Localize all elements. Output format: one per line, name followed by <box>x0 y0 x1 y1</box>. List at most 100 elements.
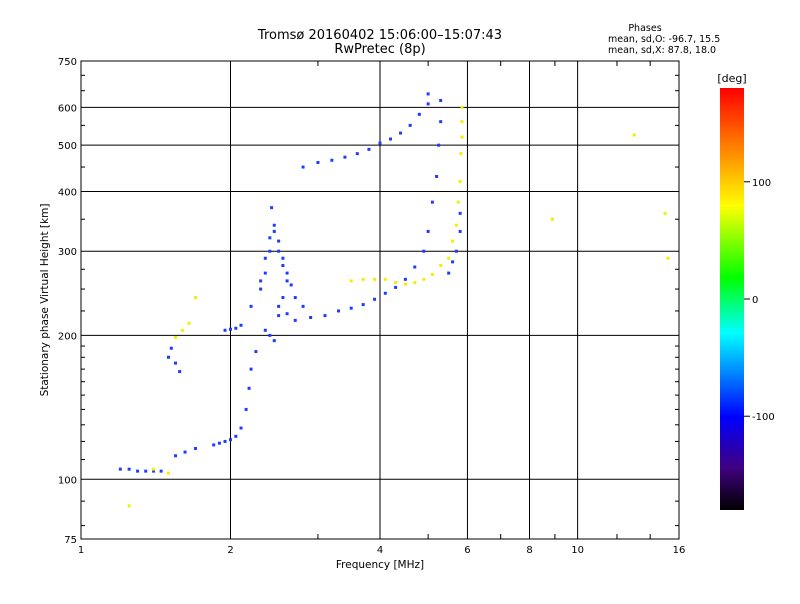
y-tick-label: 300 <box>58 247 77 258</box>
y-tick-labels: 75 100 200 300 400 500 600 750 <box>58 57 77 546</box>
data-point-x <box>447 256 451 260</box>
data-point-o <box>408 123 412 127</box>
data-point-o <box>293 318 297 322</box>
data-point-o <box>229 438 232 442</box>
data-point-x <box>460 120 464 124</box>
data-point-o <box>254 350 258 354</box>
data-point-x <box>413 281 417 285</box>
data-point-o <box>183 450 187 454</box>
data-point-o <box>159 469 163 473</box>
y-tick-label: 400 <box>58 187 77 198</box>
data-point-o <box>272 339 276 343</box>
stats-o: mean, sd,O: -96.7, 15.5 <box>608 34 720 45</box>
grid-lines <box>81 61 679 539</box>
data-point-x <box>550 217 554 221</box>
data-point-o <box>417 112 421 116</box>
y-axis-label: Stationary phase Virtual Height [km] <box>39 204 51 397</box>
x-tick-label: 10 <box>571 545 584 556</box>
data-point-x <box>394 281 398 285</box>
data-point-o <box>394 285 398 289</box>
data-point-x <box>632 133 636 137</box>
data-point-o <box>247 386 251 390</box>
data-point-o <box>343 155 347 159</box>
data-point-o <box>426 229 430 233</box>
data-point-o <box>301 165 305 169</box>
data-point-o <box>389 137 393 141</box>
data-point-x <box>666 256 670 260</box>
data-point-o <box>281 296 285 300</box>
data-point-o <box>289 283 293 287</box>
data-point-o <box>223 439 227 443</box>
data-point-x <box>166 471 170 475</box>
data-point-o <box>239 323 243 327</box>
data-point-o <box>277 239 281 243</box>
data-point-o <box>301 304 305 308</box>
data-point-o <box>361 303 365 307</box>
data-point-o <box>174 361 178 365</box>
data-point-o <box>234 326 238 330</box>
data-point-x <box>174 335 178 339</box>
data-point-o <box>403 277 407 281</box>
y-tick-label: 500 <box>58 141 77 152</box>
data-point-o <box>430 200 434 204</box>
x-tick-label: 6 <box>464 545 470 556</box>
data-point-o <box>447 271 451 275</box>
data-point-x <box>451 239 455 243</box>
data-point-o <box>285 312 289 316</box>
colorbar-ticks: 100 0 -100 <box>744 178 775 423</box>
data-point-o <box>249 304 253 308</box>
data-point-x <box>422 277 426 281</box>
data-point-o <box>330 158 334 162</box>
data-point-o <box>439 99 443 103</box>
x-tick-label: 4 <box>377 545 383 556</box>
data-point-x <box>430 273 434 277</box>
data-point-o <box>223 328 227 332</box>
data-point-o <box>277 304 281 308</box>
data-point-x <box>454 223 458 227</box>
data-point-o <box>454 249 458 253</box>
data-point-o <box>285 279 289 283</box>
data-point-o <box>178 370 182 374</box>
data-point-o <box>451 260 455 264</box>
colorbar-tick-label: 100 <box>752 178 771 189</box>
data-point-x <box>403 282 407 286</box>
data-point-o <box>349 306 353 310</box>
stats-title: Phases <box>628 23 661 34</box>
data-point-o <box>422 249 426 253</box>
chart-title: Tromsø 20160402 15:06:00–15:07:43 <box>257 28 502 43</box>
data-point-o <box>118 467 122 471</box>
data-point-o <box>263 256 267 260</box>
data-point-o <box>316 160 320 164</box>
x-tick-label: 2 <box>227 545 233 556</box>
data-point-o <box>263 328 267 332</box>
data-point-o <box>259 279 263 283</box>
data-point-o <box>285 271 289 275</box>
data-point-o <box>413 265 417 269</box>
data-point-o <box>323 314 327 318</box>
data-point-o <box>268 333 272 337</box>
data-point-x <box>458 179 462 183</box>
data-point-o <box>166 355 170 359</box>
data-points <box>118 92 670 508</box>
data-point-o <box>293 296 297 300</box>
data-point-o <box>268 236 272 240</box>
data-point-o <box>399 131 403 135</box>
data-point-o <box>127 467 131 471</box>
chart-subtitle: RwPretec (8p) <box>334 42 425 57</box>
data-point-x <box>127 504 131 508</box>
data-point-o <box>136 469 140 473</box>
y-tick-label: 75 <box>64 535 77 546</box>
data-point-o <box>144 469 148 473</box>
y-tick-label: 750 <box>58 57 77 68</box>
data-point-x <box>193 296 197 300</box>
data-point-o <box>244 407 248 411</box>
data-point-x <box>459 152 463 156</box>
data-point-o <box>437 143 441 147</box>
colorbar-tick-label: -100 <box>752 412 775 423</box>
data-point-o <box>193 446 197 450</box>
data-point-o <box>367 147 371 151</box>
data-point-o <box>169 346 173 350</box>
data-point-x <box>383 277 387 281</box>
data-point-o <box>383 291 387 295</box>
